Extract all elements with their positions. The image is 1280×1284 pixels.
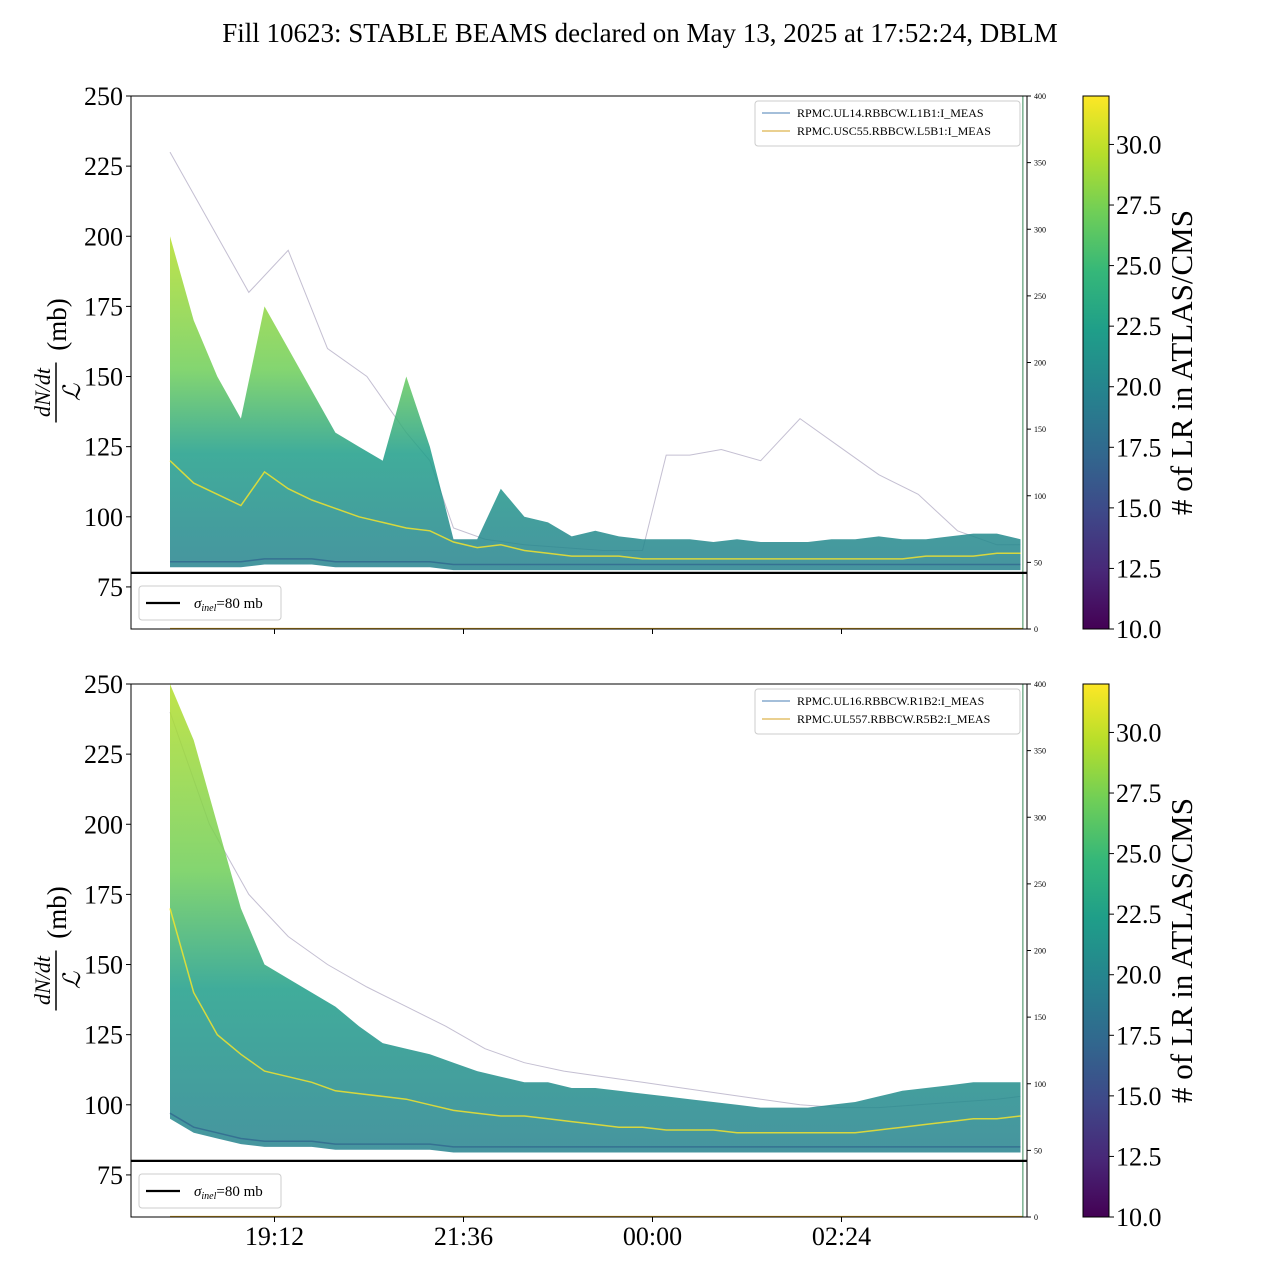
bottom-panel-sigma-legend-label: σinel=80 mb (194, 1184, 263, 1202)
bottom-panel-colorbar-tick-label: 12.5 (1116, 1142, 1162, 1171)
top-panel-colorbar: 10.0 12.5 15.0 17.5 20.0 22.5 25.0 27.5 30.0 # of… (1082, 95, 1199, 644)
bottom-panel-colorbar-tick-label: 17.5 (1116, 1021, 1162, 1050)
bottom-panel-colorbar-scale (1082, 683, 1110, 1218)
top-panel-colorbar-label: # of LR in ATLAS/CMS (1164, 210, 1199, 515)
bottom-panel-colorbar-tick-label: 25.0 (1116, 840, 1162, 869)
bottom-panel-secondary-tick-label: 0 (1034, 1213, 1038, 1222)
top-panel-colorbar-tick-label: 15.0 (1116, 494, 1162, 523)
top-panel-ytick-label: 250 (84, 82, 123, 111)
bottom-panel-ylabel-numerator: dN/dt (30, 955, 55, 1005)
bottom-panel-secondary-tick-label: 100 (1034, 1080, 1046, 1089)
top-panel-legend-label: RPMC.UL14.RBBCW.L1B1:I_MEAS (797, 106, 984, 120)
top-panel-secondary-tick-label: 200 (1034, 359, 1046, 368)
bottom-panel-xtick-label: 21:36 (434, 1222, 493, 1251)
bottom-panel-colorbar: 10.0 12.5 15.0 17.5 20.0 22.5 25.0 27.5 30.0 # of… (1082, 683, 1199, 1232)
top-panel-secondary-tick-label: 250 (1034, 292, 1046, 301)
top-panel-ylabel: dN/dt ℒ (mb) (30, 298, 86, 423)
bottom-panel-colorbar-tick-label: 30.0 (1116, 718, 1162, 747)
top-panel-secondary-tick-label: 350 (1034, 159, 1046, 168)
bottom-panel-legend-label: RPMC.UL16.RBBCW.R1B2:I_MEAS (797, 694, 984, 708)
bottom-panel-ylabel-unit: (mb) (42, 886, 72, 938)
bottom-panel-colorbar-tick-label: 10.0 (1116, 1203, 1162, 1232)
bottom-panel-colorbar-tick-label: 20.0 (1116, 961, 1162, 990)
top-panel-median-trace (169, 460, 1021, 560)
top-panel-colorbar-tick-label: 22.5 (1116, 312, 1162, 341)
bottom-panel-secondary-tick-label: 350 (1034, 747, 1046, 756)
bottom-panel-secondary-tick-label: 400 (1034, 680, 1046, 689)
top-panel-legend: RPMC.UL14.RBBCW.L1B1:I_MEAS RPMC.USC55.RB… (754, 100, 1021, 147)
bottom-panel-ytick-label: 250 (84, 670, 123, 699)
top-panel-sigma-legend-box (138, 585, 282, 621)
bottom-panel-secondary-tick-label: 250 (1034, 880, 1046, 889)
bottom-panel-legend: RPMC.UL16.RBBCW.R1B2:I_MEAS RPMC.UL557.RB… (754, 688, 1021, 735)
bottom-panel-ytick-label: 75 (97, 1161, 123, 1190)
top-panel-legend-box (754, 100, 1021, 147)
top-panel-colorbar-tick-label: 25.0 (1116, 252, 1162, 281)
bottom-panel-secondary-tick-label: 150 (1034, 1013, 1046, 1022)
bottom-panel-sigma-legend: σinel=80 mb (138, 1173, 282, 1209)
top-panel-ylabel-denominator: ℒ (60, 383, 86, 401)
bottom-panel-colorbar-tick-label: 22.5 (1116, 900, 1162, 929)
bottom-panel-ylabel: dN/dt ℒ (mb) (30, 886, 86, 1011)
bottom-panel-ytick-label: 225 (84, 740, 123, 769)
bottom-panel: 75 100 125 150 175 200 225 250 0 50 100 150 200 250 30… (30, 670, 1199, 1251)
bottom-panel-ylabel-denominator: ℒ (60, 971, 86, 989)
top-panel-secondary-tick-label: 150 (1034, 425, 1046, 434)
top-panel-colorbar-tick-label: 12.5 (1116, 554, 1162, 583)
top-panel: 75 100 125 150 175 200 225 250 0 50 100 150 200 250 30… (30, 82, 1199, 644)
top-panel-legend-label: RPMC.USC55.RBBCW.L5B1:I_MEAS (797, 124, 991, 138)
bottom-panel-ytick-label: 175 (84, 880, 123, 909)
top-panel-sigma-legend-label: σinel=80 mb (194, 596, 263, 614)
bottom-panel-colorbar-tick-label: 27.5 (1116, 779, 1162, 808)
top-panel-ytick-label: 150 (84, 363, 123, 392)
bottom-panel-colorbar-tick-label: 15.0 (1116, 1082, 1162, 1111)
bottom-panel-sigma-legend-box (138, 1173, 282, 1209)
top-panel-secondary-tick-label: 400 (1034, 92, 1046, 101)
bottom-panel-secondary-tick-label: 200 (1034, 947, 1046, 956)
bottom-panel-ytick-label: 150 (84, 951, 123, 980)
top-panel-ytick-label: 225 (84, 152, 123, 181)
top-panel-secondary-tick-label: 100 (1034, 492, 1046, 501)
top-panel-plot-area (131, 96, 1027, 629)
top-panel-secondary-tick-label: 50 (1034, 558, 1042, 567)
top-panel-colorbar-tick-label: 10.0 (1116, 615, 1162, 644)
top-panel-colorbar-tick-label: 17.5 (1116, 433, 1162, 462)
bottom-panel-plot-area (131, 684, 1027, 1217)
top-panel-colorbar-scale (1082, 95, 1110, 630)
top-panel-ylabel-unit: (mb) (42, 298, 72, 350)
bottom-panel-xtick-label: 19:12 (245, 1222, 304, 1251)
top-panel-secondary-tick-label: 300 (1034, 225, 1046, 234)
top-panel-ytick-label: 75 (97, 573, 123, 602)
bottom-panel-ytick-label: 125 (84, 1021, 123, 1050)
top-panel-colorbar-tick-label: 30.0 (1116, 130, 1162, 159)
top-panel-ytick-label: 125 (84, 433, 123, 462)
bottom-panel-legend-label: RPMC.UL557.RBBCW.R5B2:I_MEAS (797, 712, 990, 726)
bottom-panel-ytick-label: 200 (84, 810, 123, 839)
bottom-panel-xtick-label: 00:00 (623, 1222, 682, 1251)
top-panel-colorbar-tick-label: 20.0 (1116, 373, 1162, 402)
bottom-panel-ratio-band (170, 684, 1021, 1153)
top-panel-secondary-tick-label: 0 (1034, 625, 1038, 634)
top-panel-ylabel-numerator: dN/dt (30, 367, 55, 417)
bottom-panel-xtick-label: 02:24 (812, 1222, 871, 1251)
bottom-panel-colorbar-label: # of LR in ATLAS/CMS (1164, 798, 1199, 1103)
bottom-panel-legend-box (754, 688, 1021, 735)
top-panel-lower-trace (170, 558, 1021, 566)
top-panel-ytick-label: 200 (84, 222, 123, 251)
bottom-panel-median-trace (169, 908, 1021, 1134)
top-panel-ytick-label: 175 (84, 292, 123, 321)
top-panel-sigma-legend: σinel=80 mb (138, 585, 282, 621)
bottom-panel-secondary-tick-label: 300 (1034, 813, 1046, 822)
top-panel-ytick-label: 100 (84, 503, 123, 532)
bottom-panel-secondary-tick-label: 50 (1034, 1146, 1042, 1155)
figure-title: Fill 10623: STABLE BEAMS declared on May… (222, 18, 1058, 48)
top-panel-colorbar-tick-label: 27.5 (1116, 191, 1162, 220)
bottom-panel-ytick-label: 100 (84, 1091, 123, 1120)
top-panel-ratio-band (170, 236, 1021, 571)
bottom-panel-lower-trace (169, 1112, 1021, 1148)
